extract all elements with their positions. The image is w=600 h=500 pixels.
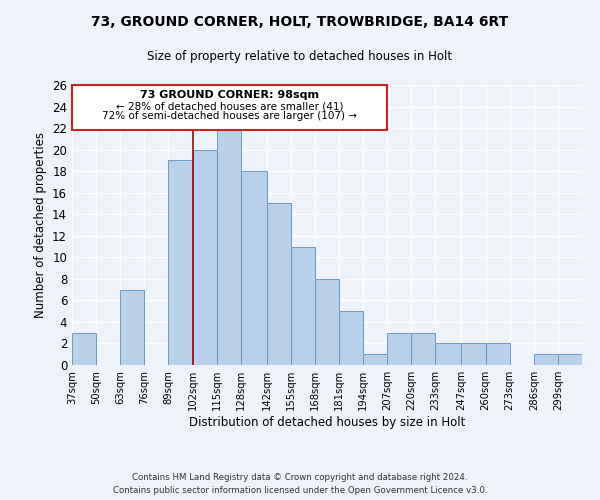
Bar: [120, 290, 145, 365]
Bar: [461, 344, 485, 365]
X-axis label: Distribution of detached houses by size in Holt: Distribution of detached houses by size …: [189, 416, 465, 429]
Bar: [169, 160, 193, 365]
FancyBboxPatch shape: [72, 85, 387, 130]
Text: 73 GROUND CORNER: 98sqm: 73 GROUND CORNER: 98sqm: [140, 90, 319, 101]
Bar: [534, 354, 558, 365]
Bar: [217, 128, 241, 365]
Bar: [193, 150, 217, 365]
Y-axis label: Number of detached properties: Number of detached properties: [34, 132, 47, 318]
Bar: [363, 354, 387, 365]
Bar: [267, 204, 291, 365]
Bar: [315, 279, 339, 365]
Text: Size of property relative to detached houses in Holt: Size of property relative to detached ho…: [148, 50, 452, 63]
Bar: [558, 354, 582, 365]
Bar: [241, 171, 267, 365]
Bar: [436, 344, 461, 365]
Bar: [412, 332, 436, 365]
Text: Contains HM Land Registry data © Crown copyright and database right 2024.
Contai: Contains HM Land Registry data © Crown c…: [113, 474, 487, 495]
Bar: [387, 332, 412, 365]
Bar: [291, 246, 315, 365]
Text: 73, GROUND CORNER, HOLT, TROWBRIDGE, BA14 6RT: 73, GROUND CORNER, HOLT, TROWBRIDGE, BA1…: [91, 15, 509, 29]
Bar: [485, 344, 509, 365]
Text: ← 28% of detached houses are smaller (41): ← 28% of detached houses are smaller (41…: [116, 101, 343, 111]
Bar: [339, 311, 363, 365]
Text: 72% of semi-detached houses are larger (107) →: 72% of semi-detached houses are larger (…: [102, 111, 357, 121]
Bar: [72, 332, 96, 365]
